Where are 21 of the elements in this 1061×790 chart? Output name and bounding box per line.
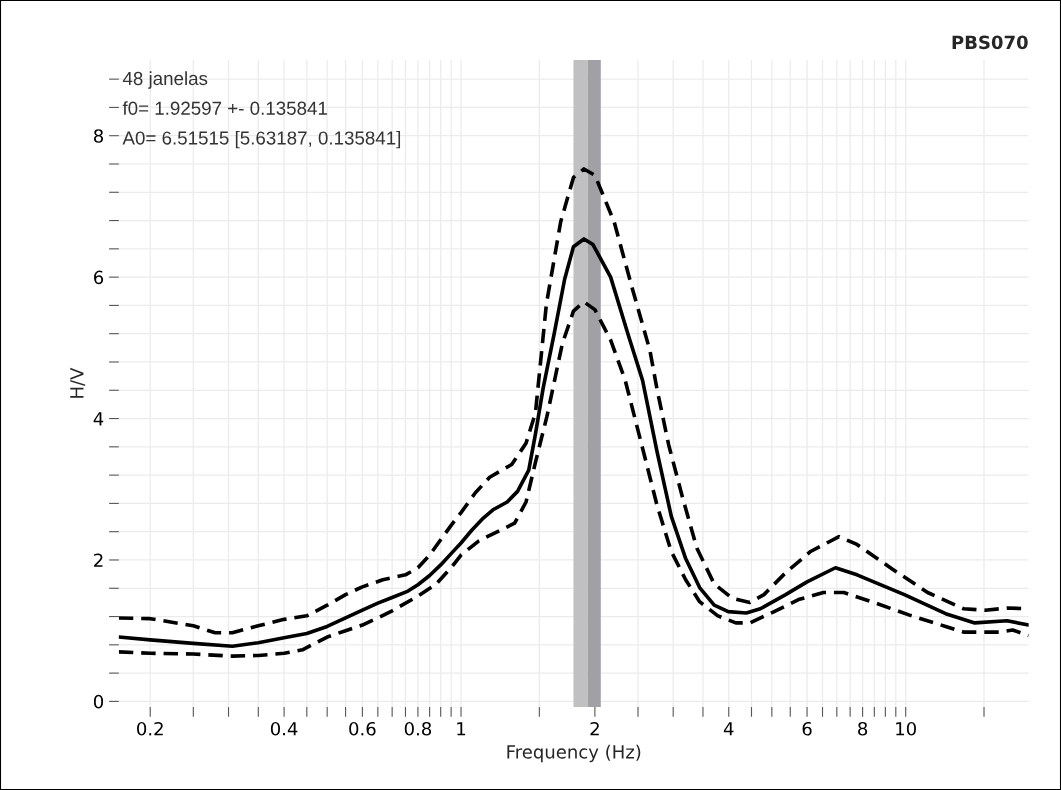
x-tick-label: 4 bbox=[723, 722, 734, 736]
x-tick-label: 0.2 bbox=[137, 721, 163, 736]
x-tick-label: 0.6 bbox=[349, 721, 376, 736]
x-tick-label: 6 bbox=[802, 721, 812, 736]
y-tick-label: 6 bbox=[94, 270, 104, 285]
x-tick-label: 10 bbox=[896, 721, 916, 736]
y-tick-label: 4 bbox=[93, 412, 104, 426]
x-tick-label: 1 bbox=[457, 722, 466, 736]
x-tick-label: 8 bbox=[858, 721, 868, 736]
x-tick-label: 0.8 bbox=[404, 721, 432, 736]
y-tick-label: 0 bbox=[93, 694, 104, 709]
annotation: 48 janelas bbox=[122, 71, 208, 89]
y-tick-label: 8 bbox=[93, 129, 104, 143]
annotation: A0= 6.51515 [5.63187, 0.135841] bbox=[122, 130, 401, 149]
chart-title: PBS070 bbox=[952, 35, 1028, 50]
annotation: f0= 1.92597 +- 0.135841 bbox=[122, 101, 327, 115]
x-tick-label: 2 bbox=[590, 721, 599, 736]
x-axis-title: Frequency (Hz) bbox=[507, 744, 641, 763]
x-tick-label: 0.4 bbox=[270, 721, 298, 736]
y-tick-label: 2 bbox=[94, 553, 103, 567]
y-axis-title: H/V bbox=[70, 367, 86, 398]
